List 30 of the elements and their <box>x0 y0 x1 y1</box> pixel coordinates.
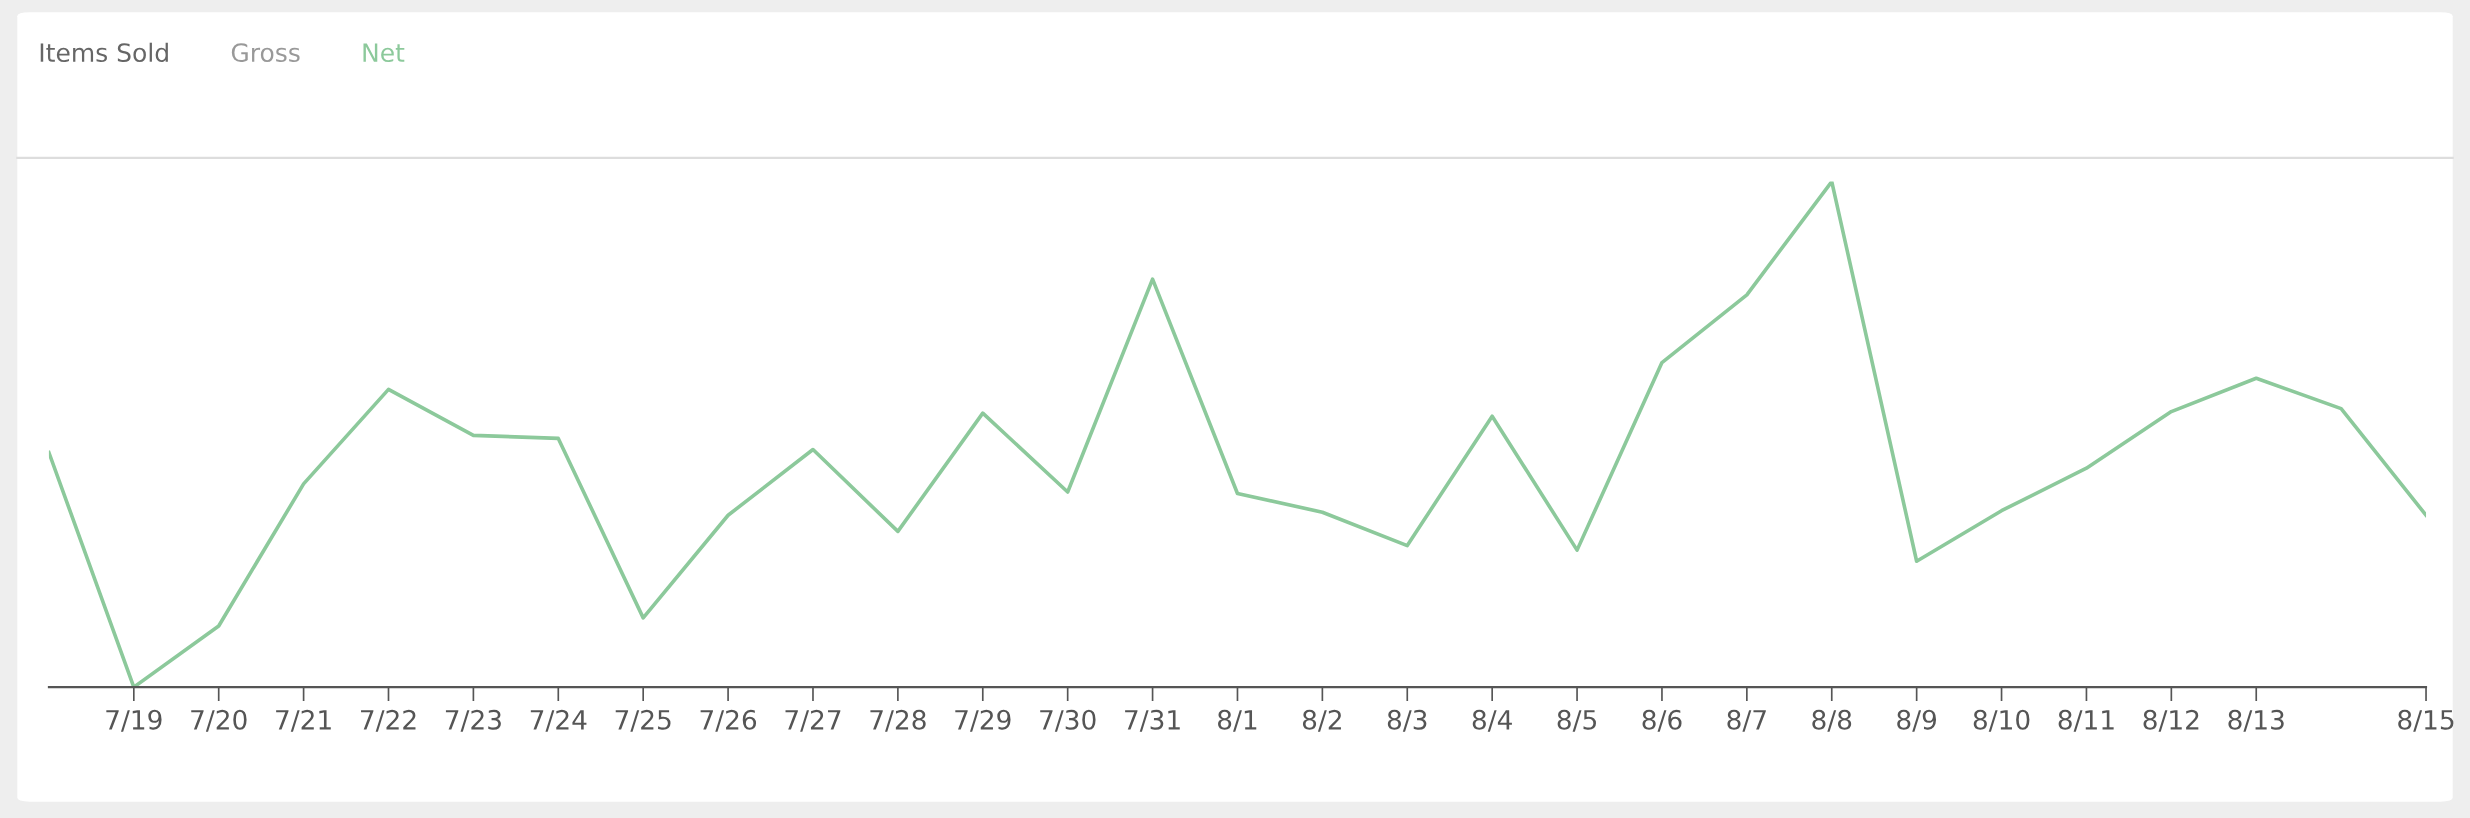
x-tick-label: 7/19 <box>106 709 162 732</box>
x-tick-label: 8/1 <box>1218 709 1257 732</box>
x-tick-label: 8/9 <box>1897 709 1937 732</box>
x-tick-label: 8/11 <box>2058 709 2114 732</box>
x-tick-label: 7/31 <box>1125 709 1180 732</box>
x-tick-label: 7/22 <box>361 709 416 732</box>
x-tick-label: 8/6 <box>1642 709 1682 732</box>
x-tick-label: 8/7 <box>1727 709 1766 732</box>
x-tick-label: 8/3 <box>1387 709 1427 732</box>
x-tick-label: 7/21 <box>276 709 331 732</box>
x-tick-label: 7/27 <box>785 709 841 732</box>
x-tick-label: 8/10 <box>1973 709 2030 732</box>
x-tick-label: 8/2 <box>1302 709 1341 732</box>
x-tick-label: 8/15 <box>2398 709 2454 732</box>
x-tick-label: 8/8 <box>1812 709 1852 732</box>
x-tick-label: 7/20 <box>191 709 247 732</box>
x-tick-label: 7/29 <box>955 709 1011 732</box>
x-tick-label: 7/25 <box>615 709 671 732</box>
x-tick-label: 7/23 <box>445 709 501 732</box>
text: Items Sold <box>40 42 168 63</box>
x-tick-label: 7/30 <box>1040 709 1096 732</box>
x-tick-label: 8/4 <box>1472 709 1512 732</box>
x-tick-label: 8/5 <box>1557 709 1596 732</box>
text: Gross <box>231 43 300 63</box>
text: Net <box>363 43 405 63</box>
x-tick-label: 8/12 <box>2143 709 2199 732</box>
x-tick-label: 7/26 <box>700 709 757 732</box>
x-tick-label: 8/13 <box>2228 709 2284 732</box>
x-tick-label: 7/28 <box>870 709 926 732</box>
x-tick-label: 7/24 <box>530 709 587 732</box>
